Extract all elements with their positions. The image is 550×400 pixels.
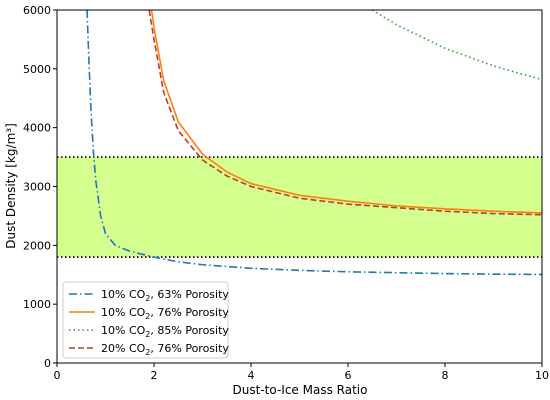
legend-label-1: 10% CO2, 63% Porosity [101, 288, 229, 303]
x-tick-label: 4 [248, 369, 255, 382]
y-tick-label: 4000 [23, 122, 51, 135]
legend-label-2: 10% CO2, 76% Porosity [101, 306, 229, 321]
series-group [86, 10, 542, 276]
legend-label-3: 10% CO2, 85% Porosity [101, 324, 229, 339]
y-axis-label: Dust Density [kg/m³] [4, 123, 18, 249]
legend-box [62, 281, 229, 359]
y-tick-label: 0 [44, 357, 51, 370]
x-tick-label: 2 [151, 369, 158, 382]
target-band [57, 157, 542, 258]
x-tick-label: 0 [54, 369, 61, 382]
x-tick-label: 6 [345, 369, 352, 382]
y-tick-label: 2000 [23, 239, 51, 252]
series-line-2 [150, 10, 542, 214]
series-line-1 [86, 10, 542, 276]
legend: 10% CO2, 63% Porosity 10% CO2, 76% Porosi… [62, 281, 229, 359]
legend-label-4: 20% CO2, 76% Porosity [101, 342, 229, 357]
series-line-4 [148, 10, 542, 216]
y-tick-label: 1000 [23, 298, 51, 311]
x-tick-label: 10 [535, 369, 549, 382]
plot-area [57, 10, 542, 276]
axes: 0 2 4 6 8 10 0 1000 2000 3000 4000 5000 6000 [23, 4, 549, 382]
y-tick-label: 6000 [23, 4, 51, 17]
x-axis-label: Dust-to-Ice Mass Ratio [233, 383, 368, 397]
series-line-3 [371, 10, 542, 81]
y-tick-label: 3000 [23, 181, 51, 194]
y-tick-label: 5000 [23, 63, 51, 76]
x-tick-label: 8 [442, 369, 449, 382]
